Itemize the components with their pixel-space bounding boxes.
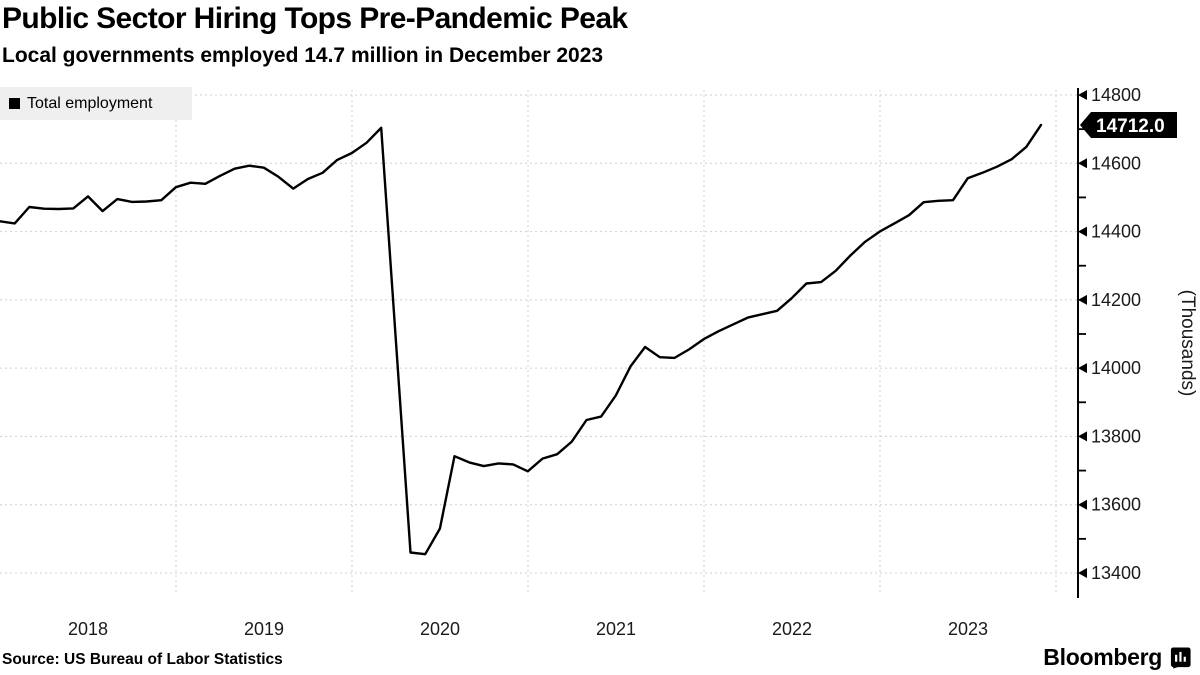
y-tick-label: 14600 (1091, 153, 1141, 173)
source-note: Source: US Bureau of Labor Statistics (2, 651, 283, 668)
y-tick-label: 14200 (1091, 290, 1141, 310)
y-major-tick (1078, 294, 1087, 305)
line-chart: 14800 14600 14400 14200 14000 13800 13600 13400… (0, 85, 1198, 639)
y-major-tick (1078, 90, 1087, 100)
y-tick-label: 14000 (1091, 358, 1141, 378)
legend-swatch-icon (9, 98, 20, 109)
bloomberg-wordmark: Bloomberg (1043, 644, 1162, 670)
y-major-tick (1078, 568, 1087, 578)
bloomberg-logo-icon (1170, 647, 1191, 669)
last-value-badge (1080, 112, 1177, 139)
y-major-tick (1078, 226, 1087, 237)
y-axis-title: (Thousands) (1177, 290, 1198, 397)
y-tick-label: 14800 (1091, 85, 1141, 105)
x-tick-label: 2023 (948, 619, 988, 639)
y-major-tick (1078, 158, 1087, 169)
legend: Total employment (0, 87, 192, 120)
x-tick-label: 2022 (772, 619, 812, 639)
y-major-tick (1078, 431, 1087, 442)
chart-subtitle: Local governments employed 14.7 million … (2, 44, 604, 67)
y-tick-label: 14400 (1091, 222, 1141, 242)
chart-title: Public Sector Hiring Tops Pre-Pandemic P… (2, 2, 628, 35)
x-tick-label: 2018 (68, 619, 108, 639)
employment-line (0, 123, 1043, 556)
y-tick-label: 13400 (1091, 563, 1141, 583)
legend-label: Total employment (27, 94, 153, 112)
last-value-label: 14712.0 (1096, 116, 1165, 137)
y-tick-label: 13800 (1091, 426, 1141, 446)
x-tick-label: 2020 (420, 619, 460, 639)
y-tick-label: 13600 (1091, 495, 1141, 515)
bloomberg-logo: Bloomberg (1043, 644, 1192, 671)
y-major-tick (1078, 363, 1087, 374)
x-tick-label: 2021 (596, 619, 636, 639)
y-major-tick (1078, 499, 1087, 510)
x-tick-label: 2019 (244, 619, 284, 639)
